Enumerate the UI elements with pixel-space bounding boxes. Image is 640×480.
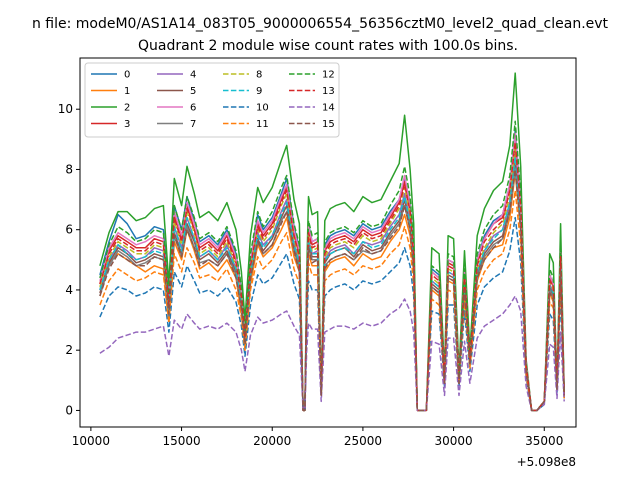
x-tick-label: 25000 [344, 434, 382, 448]
series-line-8 [99, 147, 565, 412]
legend-label-15: 15 [322, 119, 335, 130]
series-line-9 [99, 156, 565, 412]
x-tick-label: 20000 [253, 434, 291, 448]
figure-suptitle: n file: modeM0/AS1A14_083T05_9000006554_… [32, 16, 609, 32]
legend-label-3: 3 [124, 119, 130, 130]
legend-label-0: 0 [124, 70, 130, 81]
legend-box [84, 62, 340, 138]
x-tick-label: 10000 [72, 434, 110, 448]
series-line-11 [99, 189, 565, 412]
series-line-1 [99, 171, 565, 412]
chart-title: Quadrant 2 module wise count rates with … [138, 38, 518, 54]
series-line-6 [99, 132, 565, 412]
legend-label-12: 12 [322, 70, 335, 81]
legend-label-11: 11 [256, 119, 269, 130]
y-tick-label: 6 [65, 223, 73, 237]
legend-label-2: 2 [124, 103, 130, 114]
y-tick-label: 4 [65, 283, 73, 297]
y-tick-label: 0 [65, 403, 73, 417]
legend-label-5: 5 [190, 86, 196, 97]
y-tick-label: 10 [58, 102, 73, 116]
y-tick-label: 8 [65, 162, 73, 176]
x-axis-offset-label: +5.098e8 [517, 455, 576, 469]
x-axis: 10000 15000 20000 25000 30000 35000 [72, 427, 563, 448]
legend-label-10: 10 [256, 103, 269, 114]
series-line-14 [99, 295, 565, 412]
series-line-15 [99, 168, 565, 412]
legend-label-13: 13 [322, 86, 335, 97]
series-layer [99, 72, 565, 412]
x-tick-label: 35000 [525, 434, 563, 448]
x-tick-label: 15000 [162, 434, 200, 448]
legend-label-6: 6 [190, 103, 196, 114]
series-line-12 [99, 120, 565, 412]
legend-label-4: 4 [190, 70, 196, 81]
series-line-5 [99, 162, 565, 412]
series-line-13 [99, 141, 565, 412]
series-line-10 [99, 216, 565, 412]
y-tick-label: 2 [65, 343, 73, 357]
y-axis: 0 2 4 6 8 10 [58, 102, 80, 417]
legend-label-14: 14 [322, 103, 335, 114]
series-line-2 [99, 72, 565, 412]
series-line-3 [99, 138, 565, 412]
plot-frame [79, 57, 577, 428]
legend-label-8: 8 [256, 70, 262, 81]
legend-label-9: 9 [256, 86, 262, 97]
x-tick-label: 30000 [434, 434, 472, 448]
legend-label-1: 1 [124, 86, 130, 97]
legend-label-7: 7 [190, 119, 196, 130]
